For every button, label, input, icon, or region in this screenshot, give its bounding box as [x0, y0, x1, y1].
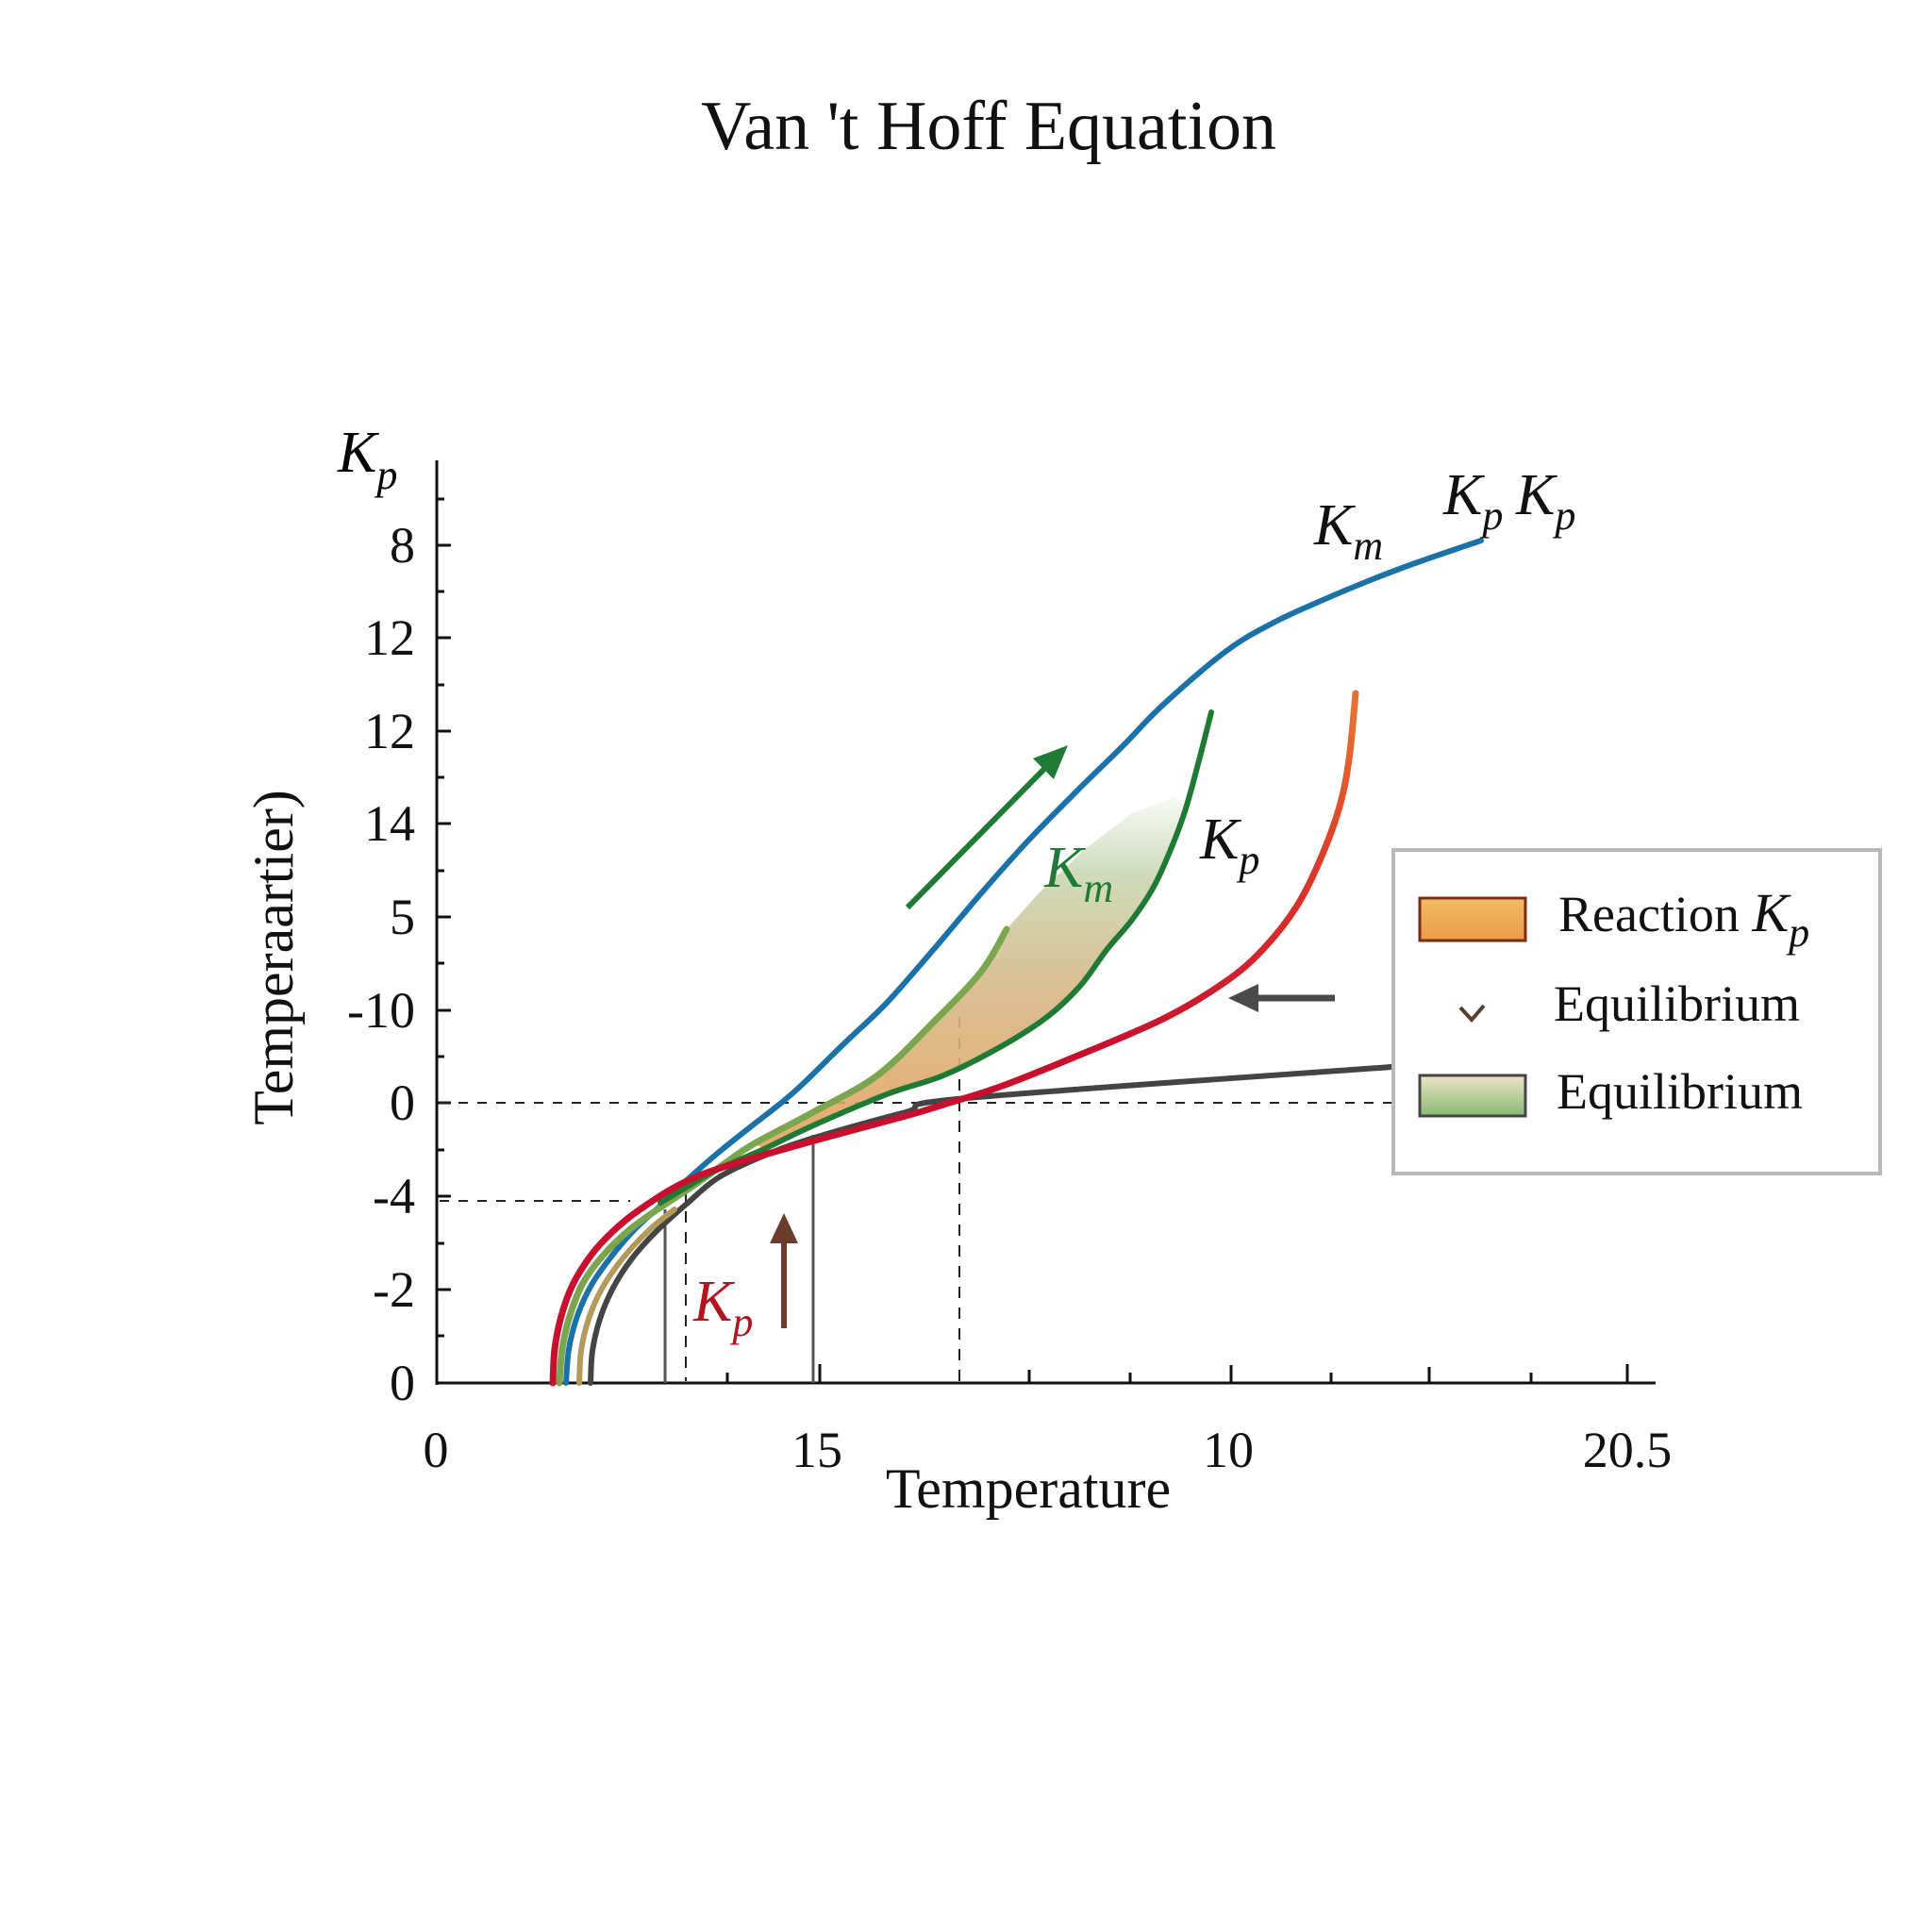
chart-title: Van 't Hoff Equation: [701, 88, 1276, 165]
y-tick-label: -10: [347, 982, 415, 1039]
reference-lines: [440, 1017, 1396, 1383]
y-tick-label: 0: [390, 1355, 415, 1411]
legend: Reaction Kp Equilibrium Equilibrium: [1391, 848, 1882, 1175]
label-kp-red: Kp: [692, 1270, 753, 1345]
y-tick-label: 14: [364, 795, 415, 852]
y-tick-label: 5: [390, 889, 415, 945]
legend-item-reaction-kp: Reaction Kp: [1418, 882, 1809, 956]
brown-up-arrow-icon: [770, 1213, 798, 1328]
dark-green-km-curve: [658, 709, 1214, 1206]
x-axis: [436, 1364, 1656, 1385]
green-arrow-icon: [905, 745, 1068, 910]
y-tick-label: -2: [373, 1261, 415, 1318]
legend-item-equilibrium-marker: Equilibrium: [1458, 975, 1800, 1032]
tan-curve: [576, 1207, 677, 1386]
shaded-equilibrium-region: [755, 797, 1186, 1149]
label-km-green: Km: [1043, 836, 1113, 911]
blue-km-curve: [563, 538, 1484, 1386]
y-tick-label: 8: [390, 517, 415, 574]
legend-item-equilibrium-fill: Equilibrium: [1418, 1063, 1803, 1120]
label-kp-top-2: Kp: [1515, 463, 1575, 539]
x-tick-label: 10: [1203, 1422, 1254, 1478]
x-tick-label: 0: [424, 1422, 449, 1478]
y-tick-labels: 8 12 12 14 5 -10 0 -4 -2 0: [347, 517, 415, 1411]
y-tick-label: -4: [373, 1168, 415, 1224]
y-axis-top-label: Kp: [337, 421, 397, 498]
svg-text:Reaction Kp: Reaction Kp: [1558, 882, 1809, 956]
y-axis: [435, 460, 451, 1385]
gray-baseline-curve: [588, 1064, 1394, 1386]
chevron-down-icon: [1458, 1004, 1486, 1023]
label-kp-top-1: Kp: [1442, 463, 1503, 539]
svg-text:Equilibrium: Equilibrium: [1557, 1063, 1803, 1120]
x-tick-label: 20.5: [1583, 1422, 1673, 1478]
y-axis-title: Temperaartier): [242, 790, 305, 1125]
y-tick-label: 0: [390, 1074, 415, 1131]
x-tick-labels: 0 15 10 20.5: [424, 1422, 1673, 1478]
green-swatch-icon: [1418, 1074, 1527, 1118]
svg-text:Equilibrium: Equilibrium: [1554, 975, 1800, 1032]
gray-left-arrow-icon: [1228, 984, 1335, 1012]
x-tick-label: 15: [791, 1422, 842, 1478]
label-km-top: Km: [1313, 493, 1383, 569]
x-axis-title: Temperature: [886, 1457, 1171, 1520]
orange-swatch-icon: [1418, 896, 1527, 942]
y-tick-label: 12: [364, 703, 415, 759]
y-tick-label: 12: [364, 609, 415, 666]
red-kp-curve: [549, 690, 1359, 1387]
label-kp-middle: Kp: [1199, 808, 1259, 883]
